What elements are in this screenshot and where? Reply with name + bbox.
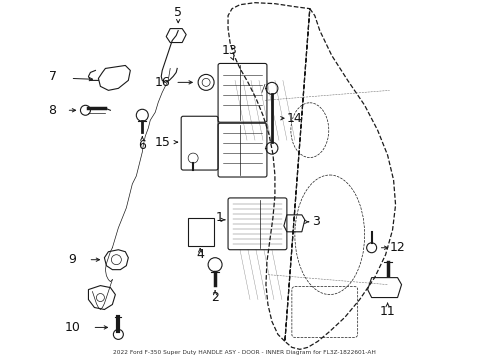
Text: 15: 15 — [154, 136, 170, 149]
Text: 10: 10 — [64, 321, 80, 334]
Text: 9: 9 — [68, 253, 76, 266]
Text: 12: 12 — [389, 241, 405, 254]
Text: 3: 3 — [311, 215, 319, 228]
Text: 7: 7 — [48, 70, 57, 83]
Text: 1: 1 — [216, 211, 224, 224]
Text: 11: 11 — [379, 305, 395, 318]
Text: 6: 6 — [138, 139, 146, 152]
Text: 16: 16 — [154, 76, 170, 89]
Text: 8: 8 — [48, 104, 57, 117]
Bar — [188, 218, 214, 246]
Text: 14: 14 — [286, 112, 302, 125]
Text: 5: 5 — [174, 6, 182, 19]
Text: 13: 13 — [222, 44, 238, 57]
Text: 2: 2 — [211, 291, 219, 304]
Text: 2022 Ford F-350 Super Duty HANDLE ASY - DOOR - INNER Diagram for FL3Z-1822601-AH: 2022 Ford F-350 Super Duty HANDLE ASY - … — [112, 350, 375, 355]
Text: 4: 4 — [196, 248, 203, 261]
